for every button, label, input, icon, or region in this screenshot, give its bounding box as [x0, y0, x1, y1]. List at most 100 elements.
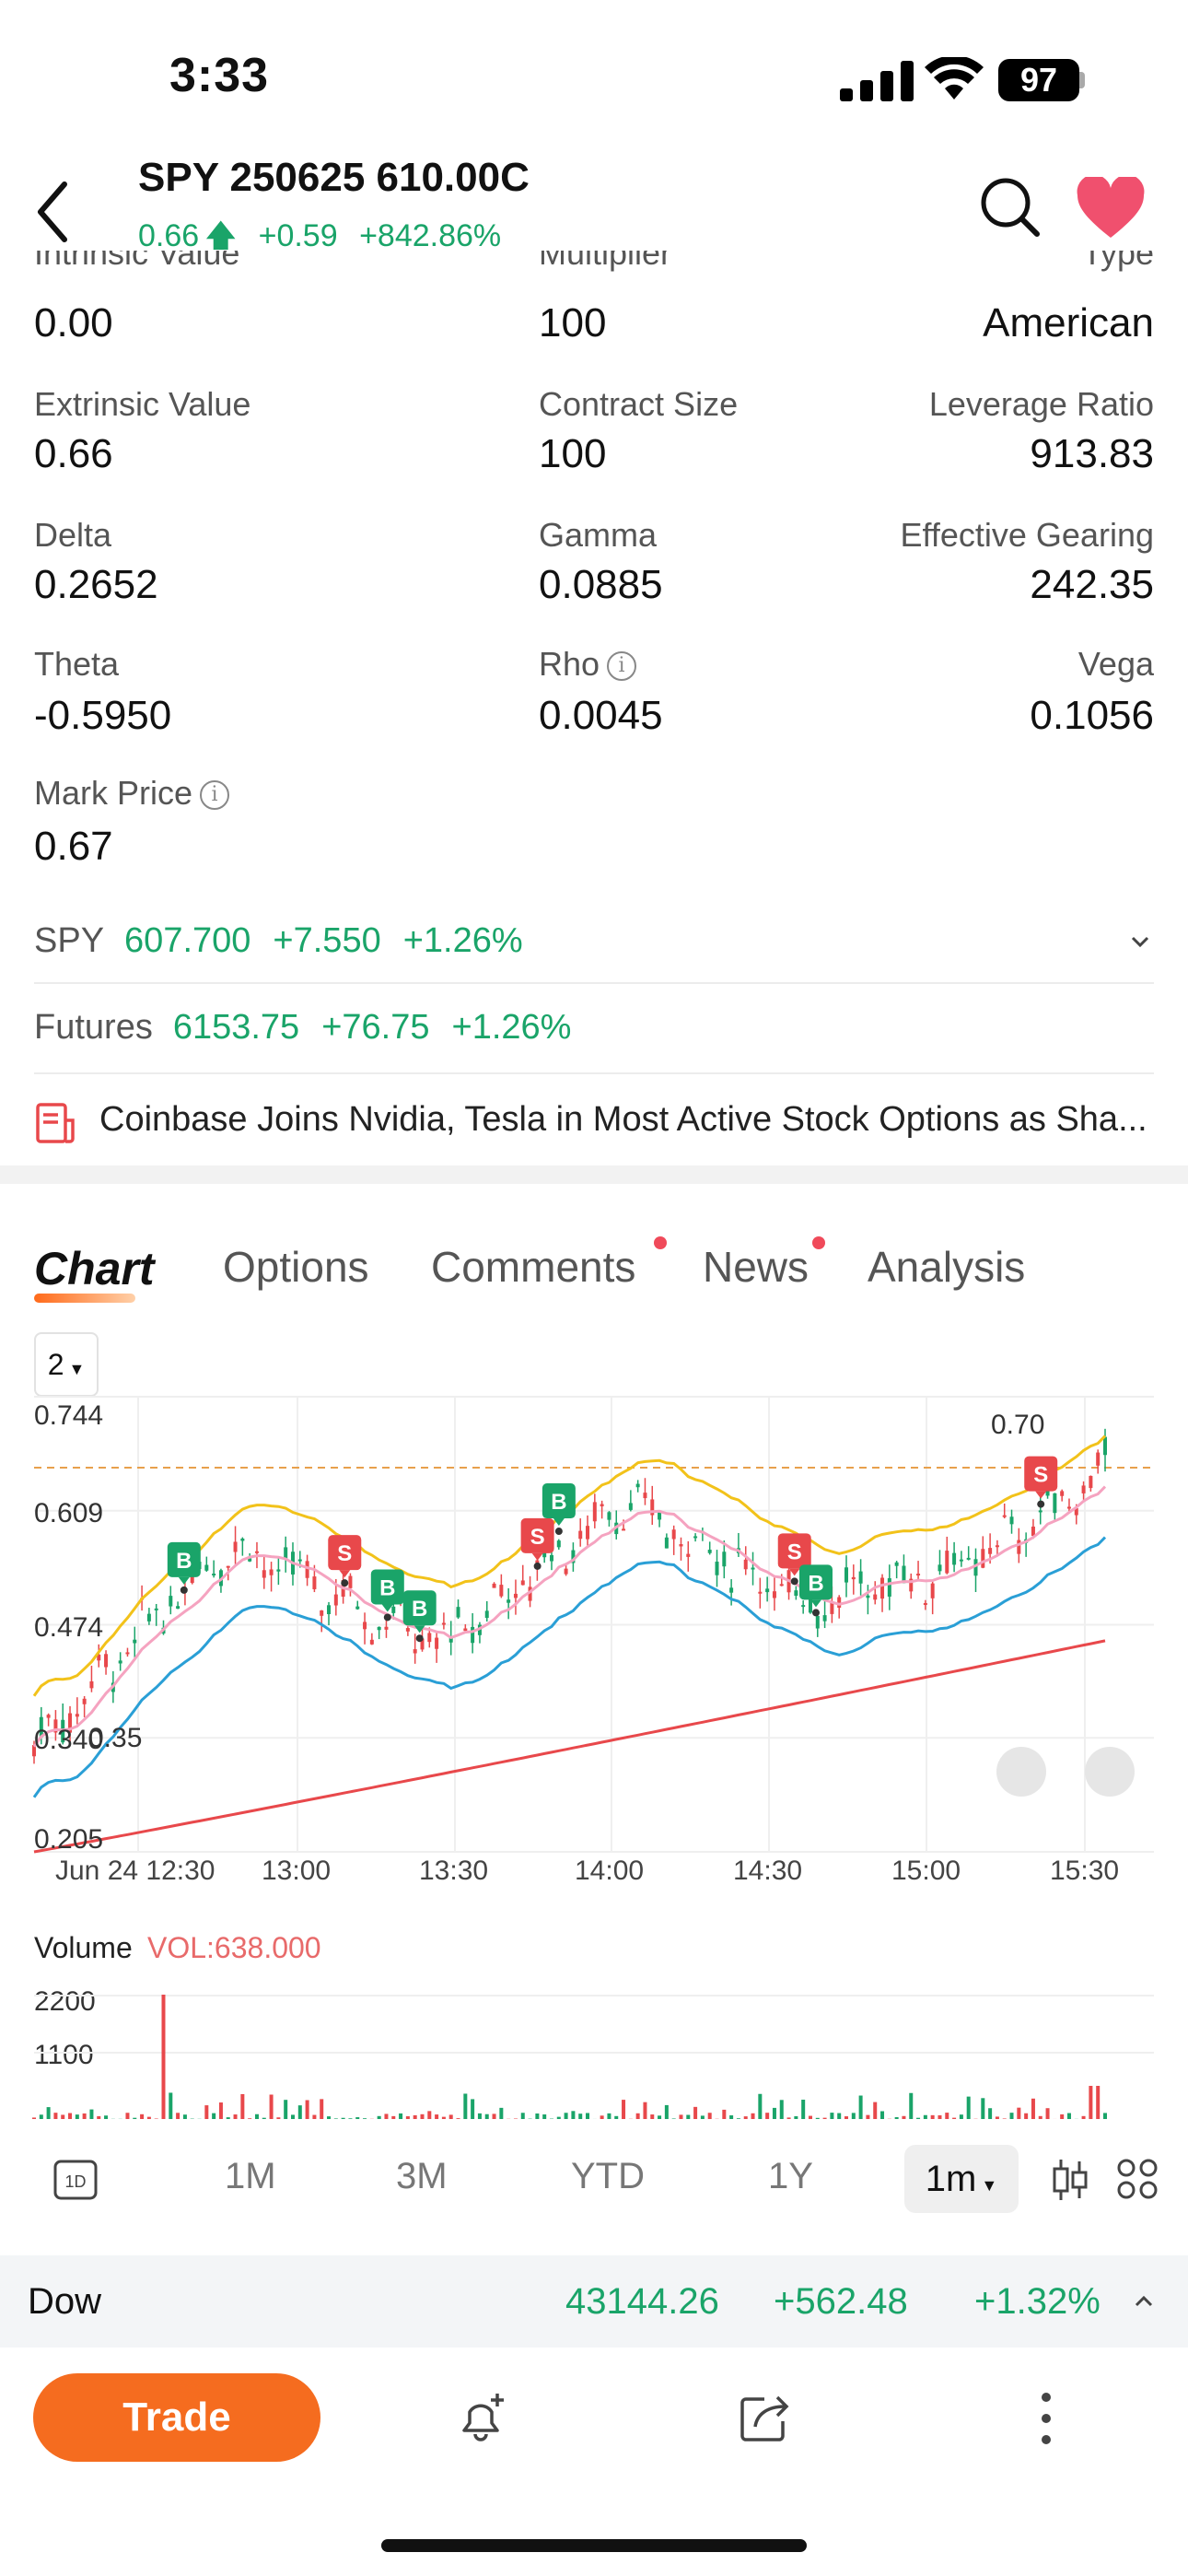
- info-icon[interactable]: i: [607, 651, 637, 682]
- signal-pointer: [553, 1518, 565, 1527]
- index-ticker-bar[interactable]: [0, 2255, 1188, 2348]
- candle-body: [658, 1512, 662, 1520]
- x-tick-label: Jun 24 12:30: [55, 1856, 215, 1886]
- x-tick-label: 13:00: [262, 1856, 332, 1886]
- volume-bar: [578, 2113, 583, 2119]
- candle-body: [176, 1606, 181, 1610]
- collapse-chart-button[interactable]: [1085, 1747, 1135, 1797]
- info-icon[interactable]: i: [200, 780, 230, 811]
- candle-body: [377, 1626, 381, 1631]
- favorite-heart-icon[interactable]: [1076, 177, 1146, 241]
- volume-bar: [700, 2115, 705, 2119]
- caret-down-icon: ▼: [976, 2176, 998, 2195]
- signal-dot: [1037, 1500, 1045, 1508]
- volume-bar: [938, 2114, 942, 2119]
- volume-bar: [297, 2105, 302, 2119]
- candle-body: [858, 1571, 863, 1584]
- signal-pointer: [381, 1604, 393, 1612]
- candle-body: [650, 1499, 655, 1516]
- futures-row[interactable]: Futures 6153.75 +76.75 +1.26%: [34, 1008, 593, 1048]
- volume-bar: [671, 2118, 676, 2119]
- more-options-icon[interactable]: [1035, 2390, 1057, 2447]
- type-label: Type: [1081, 251, 1154, 272]
- volume-bar: [751, 2113, 755, 2119]
- signal-letter: S: [787, 1540, 802, 1564]
- index-value: 43144.26: [565, 2281, 719, 2322]
- high-price-marker: 0.70: [991, 1410, 1045, 1440]
- candle-body: [981, 1549, 985, 1568]
- tab-comments[interactable]: Comments: [431, 1243, 636, 1291]
- candle-body: [348, 1575, 353, 1588]
- tab-news[interactable]: News: [703, 1243, 809, 1291]
- tab-chart[interactable]: Chart: [34, 1243, 155, 1294]
- price-change-pct: +842.86%: [359, 218, 502, 253]
- candle-body: [600, 1504, 604, 1506]
- calendar-1d-icon[interactable]: 1D: [53, 2160, 98, 2200]
- candle-body: [1002, 1515, 1007, 1517]
- volume-bar: [276, 2117, 281, 2119]
- volume-bar: [204, 2105, 209, 2119]
- trade-button[interactable]: Trade: [33, 2373, 320, 2462]
- grid-layout-icon[interactable]: [1116, 2158, 1159, 2200]
- back-arrow-icon[interactable]: [28, 175, 83, 249]
- candle-body: [305, 1561, 309, 1578]
- volume-bar: [851, 2113, 856, 2119]
- volume-bar: [399, 2113, 403, 2119]
- y-tick-label: 0.744: [34, 1400, 104, 1431]
- fullscreen-button[interactable]: [996, 1747, 1046, 1797]
- volume-bar: [435, 2114, 439, 2119]
- volume-bar: [1103, 2113, 1107, 2119]
- volume-bar: [140, 2113, 145, 2119]
- volume-bar: [564, 2113, 568, 2119]
- candle-body: [923, 1602, 927, 1605]
- mark-price-label: Mark Price i: [34, 774, 230, 813]
- underlying-row[interactable]: SPY 607.700 +7.550 +1.26%: [34, 921, 545, 961]
- divider: [34, 982, 1154, 984]
- up-arrow-icon: 🡅: [204, 218, 238, 253]
- delta-label: Delta: [34, 516, 112, 554]
- chevron-down-icon[interactable]: [1129, 931, 1151, 953]
- tab-analysis[interactable]: Analysis: [868, 1243, 1026, 1291]
- candle-body: [571, 1550, 576, 1563]
- interval-selector[interactable]: 1m ▼: [904, 2145, 1019, 2213]
- candle-body: [938, 1564, 942, 1572]
- tab-options[interactable]: Options: [223, 1243, 369, 1291]
- volume-bar: [930, 2114, 935, 2119]
- search-icon[interactable]: [978, 175, 1042, 240]
- divider: [34, 1072, 1154, 1074]
- volume-bar: [471, 2099, 475, 2119]
- volume-bar: [413, 2114, 417, 2119]
- signal-letter: B: [808, 1571, 823, 1596]
- volume-bar: [161, 1995, 166, 2119]
- range-tab-ytd[interactable]: YTD: [571, 2156, 645, 2196]
- candle-body: [664, 1537, 669, 1549]
- candle-body: [995, 1545, 999, 1548]
- signal-dot: [790, 1577, 798, 1586]
- price-change: +0.59: [258, 218, 338, 253]
- news-headline[interactable]: Coinbase Joins Nvidia, Tesla in Most Act…: [99, 1100, 1147, 1139]
- volume-bar: [772, 2107, 776, 2119]
- volume-bar: [240, 2093, 245, 2119]
- range-tab-1m[interactable]: 1M: [225, 2156, 276, 2196]
- volume-bar: [844, 2116, 849, 2119]
- candlestick-type-icon[interactable]: [1050, 2156, 1090, 2204]
- share-icon[interactable]: [737, 2392, 794, 2445]
- volume-bar: [535, 2113, 540, 2119]
- range-tab-1y[interactable]: 1Y: [768, 2156, 813, 2196]
- volume-bar: [916, 2117, 921, 2119]
- add-alert-bell-icon[interactable]: [455, 2390, 512, 2445]
- volume-bar: [1081, 2115, 1086, 2119]
- volume-bar: [320, 2099, 324, 2119]
- index-change: +562.48: [774, 2281, 908, 2322]
- signal-dot: [180, 1586, 188, 1594]
- volume-bar: [169, 2092, 173, 2119]
- volume-bar: [622, 2100, 626, 2119]
- cellular-signal-icon: [840, 61, 914, 101]
- underlying-price: 607.700: [124, 921, 251, 960]
- range-tab-3m[interactable]: 3M: [396, 2156, 448, 2196]
- chevron-up-icon[interactable]: [1133, 2292, 1155, 2311]
- candle-body: [427, 1633, 432, 1643]
- volume-bar: [391, 2115, 396, 2119]
- volume-bar: [858, 2095, 863, 2119]
